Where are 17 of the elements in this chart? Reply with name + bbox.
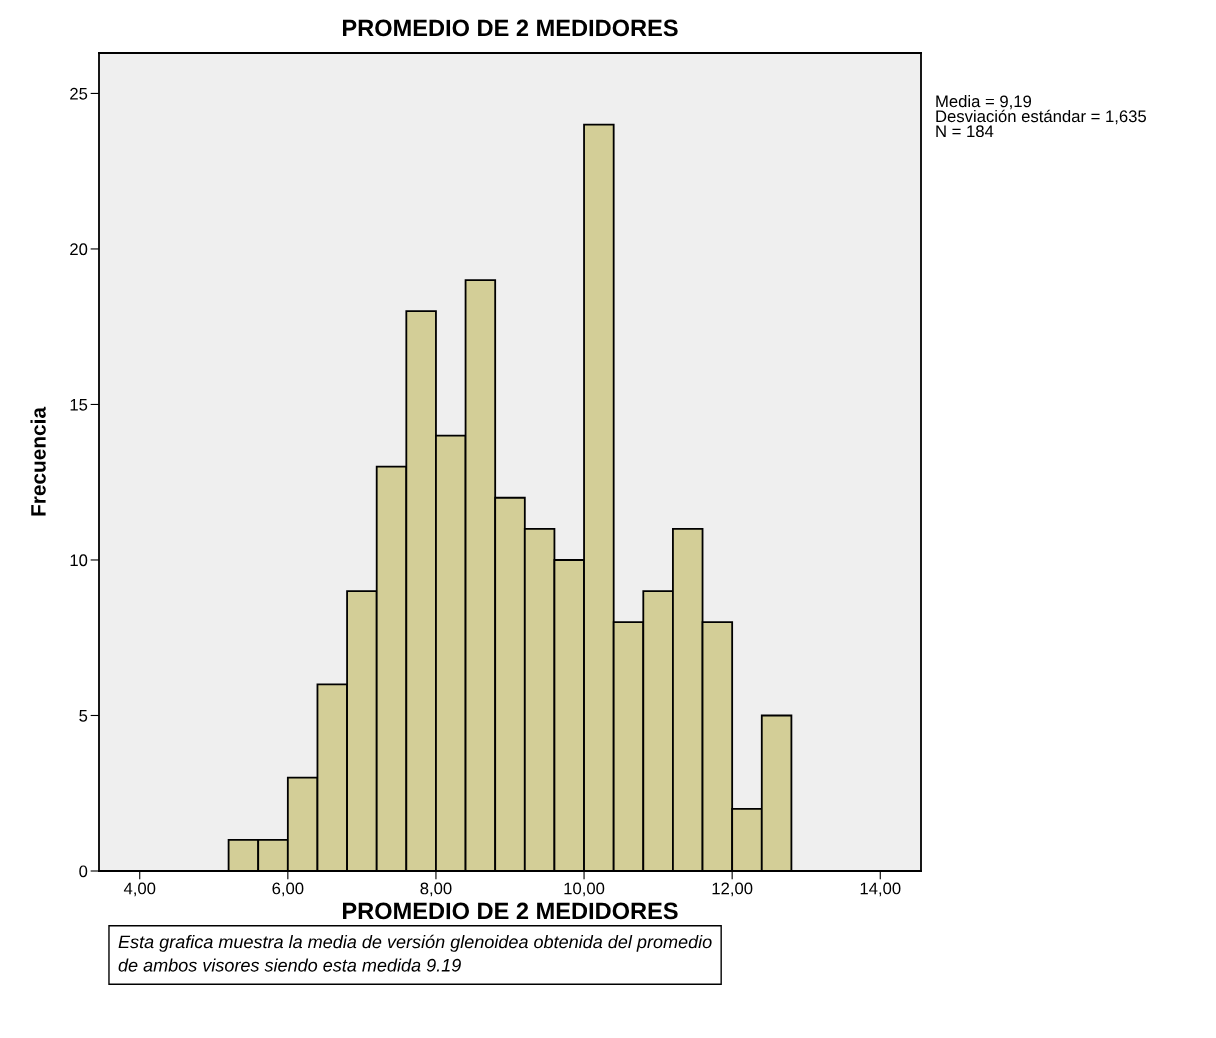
x-axis-title: PROMEDIO DE 2 MEDIDORES (343, 902, 678, 920)
x-tick-label: 12,00 (712, 882, 753, 897)
x-tick-label: 4,00 (123, 882, 156, 897)
x-tick-label: 6,00 (272, 882, 304, 897)
x-tick-label: 8,00 (420, 882, 452, 897)
x-tick-label: 14,00 (860, 882, 901, 897)
y-tick-label: 5 (79, 710, 88, 722)
text: Esta grafica muestra la media de versión glenoidea obtenida del promedio de ambos visores siendo esta medida 9.19 (118, 934, 712, 972)
chart-title: PROMEDIO DE 2 MEDIDORES (343, 19, 678, 37)
y-axis-title: Frecuencia (30, 406, 46, 516)
y-tick-label: 10 (70, 554, 88, 567)
y-tick-label: 0 (79, 865, 88, 878)
x-tick-label: 10,00 (564, 882, 605, 897)
y-tick-label: 25 (70, 87, 88, 100)
y-tick-label: 15 (70, 399, 88, 411)
y-tick-label: 20 (70, 243, 88, 256)
text: Media = 9,19 Desviación estándar = 1,635 N = 184 (936, 95, 1147, 138)
